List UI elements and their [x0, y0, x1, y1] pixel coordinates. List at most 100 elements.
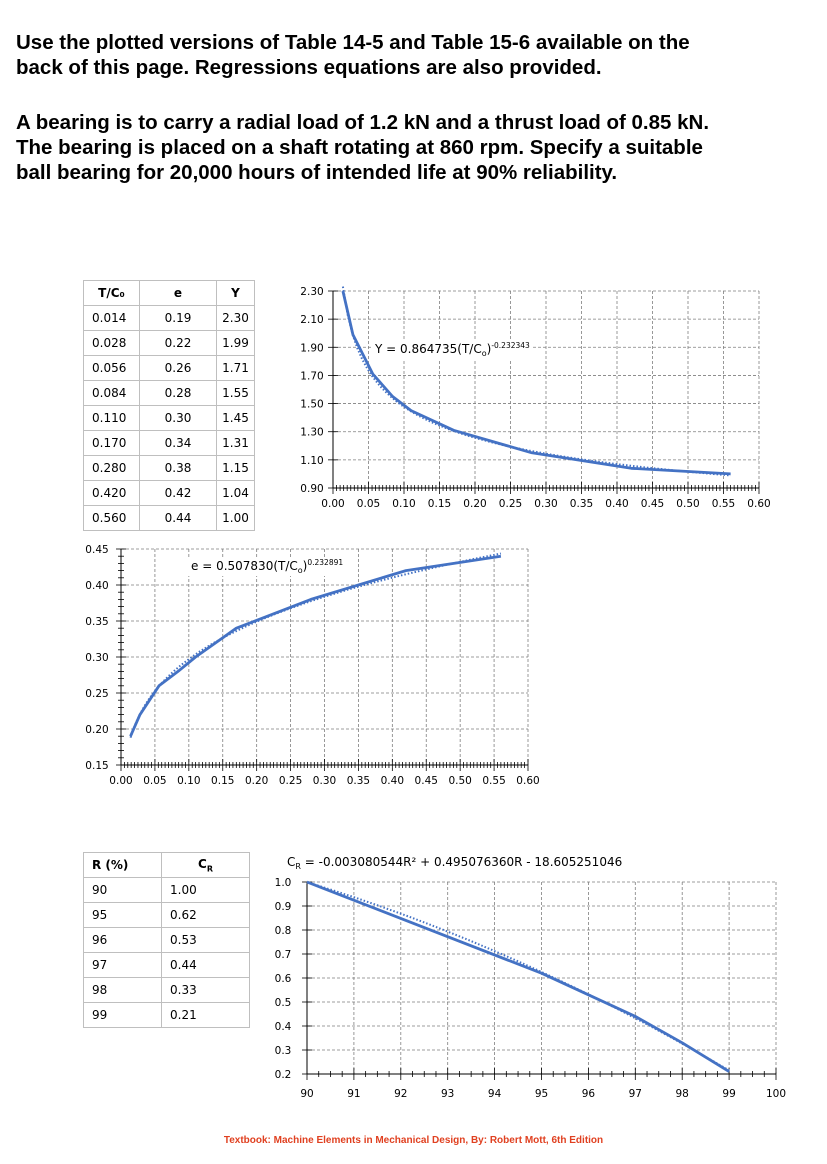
x-tick-label: 0.25 — [499, 498, 522, 510]
table1-cell: 1.31 — [216, 430, 255, 456]
footer-citation: Textbook: Machine Elements in Mechanical… — [223, 1135, 604, 1146]
equation-exponent: -0.232343 — [491, 341, 530, 350]
x-tick-label: 91 — [347, 1088, 360, 1100]
x-tick-label: 0.40 — [381, 775, 404, 787]
regression-equation: CR = -0.003080544R² + 0.495076360R - 18.… — [287, 855, 622, 871]
y-tick-label: 0.8 — [275, 925, 292, 937]
y-chart: 0.00 0.05 0.10 0.15 0.20 0.25 0.30 0.35 0.40 0.45… — [300, 286, 770, 510]
y-tick-label: 1.90 — [300, 342, 323, 354]
table1-cell: 1.15 — [216, 455, 255, 481]
table1-header-cell: e — [139, 280, 217, 306]
table1-cell: 1.99 — [216, 330, 255, 356]
problem-line-2: The bearing is placed on a shaft rotatin… — [16, 136, 703, 159]
table-row: 0.560 0.44 1.00 — [83, 505, 255, 531]
x-tick-label: 0.10 — [392, 498, 415, 510]
x-tick-label: 0.45 — [641, 498, 664, 510]
y-tick-label: 1.10 — [300, 455, 323, 467]
x-tick-label: 0.00 — [321, 498, 344, 510]
table-row: 99 0.21 — [83, 1002, 250, 1028]
y-tick-label: 0.90 — [300, 483, 323, 495]
table1-cell: 0.084 — [83, 380, 140, 406]
y-tick-label: 0.20 — [85, 724, 108, 736]
x-tick-label: 0.15 — [211, 775, 234, 787]
y-tick-label: 1.50 — [300, 399, 323, 411]
table1-cell: 0.110 — [83, 405, 140, 431]
x-tick-label: 100 — [766, 1088, 786, 1100]
table1-cell: 0.028 — [83, 330, 140, 356]
table2-cell: 97 — [83, 952, 162, 978]
data-series-line — [129, 554, 502, 737]
x-tick-label: 97 — [629, 1088, 642, 1100]
x-tick-label: 0.40 — [605, 498, 628, 510]
x-tick-label: 92 — [394, 1088, 407, 1100]
table-row: 0.084 0.28 1.55 — [83, 380, 255, 406]
y-tick-label: 0.40 — [85, 580, 108, 592]
x-tick-label: 0.05 — [143, 775, 166, 787]
table1-header-cell: T/C₀ — [83, 280, 140, 306]
x-tick-label: 96 — [582, 1088, 596, 1100]
equation-close: ) — [303, 559, 308, 573]
table1-cell: 0.26 — [139, 355, 217, 381]
y-tick-label: 0.2 — [275, 1069, 292, 1081]
table1-cell: 2.30 — [216, 305, 255, 331]
equation-exponent: 0.232891 — [307, 558, 343, 567]
table2-cell: 98 — [83, 977, 162, 1003]
table1-cell: 0.420 — [83, 480, 140, 506]
x-tick-label: 0.30 — [313, 775, 336, 787]
table2-cell: 95 — [83, 902, 162, 928]
table1-cell: 0.560 — [83, 505, 140, 531]
x-tick-label: 0.20 — [463, 498, 486, 510]
problem-line-3: ball bearing for 20,000 hours of intende… — [16, 161, 618, 184]
x-tick-label: 98 — [676, 1088, 689, 1100]
y-tick-label: 0.5 — [275, 997, 292, 1009]
y-tick-label: 0.15 — [85, 760, 108, 772]
y-tick-label: 0.25 — [85, 688, 108, 700]
y-tick-label: 0.35 — [85, 616, 108, 628]
x-tick-label: 0.60 — [747, 498, 770, 510]
equation-subscript: R — [295, 862, 301, 871]
x-tick-label: 95 — [535, 1088, 548, 1100]
x-tick-label: 0.15 — [428, 498, 451, 510]
x-tick-label: 0.00 — [109, 775, 132, 787]
trendline — [129, 552, 502, 739]
equation-rest: = -0.003080544R² + 0.495076360R - 18.605… — [301, 855, 622, 869]
cr-chart: 90 91 92 93 94 95 96 97 98 99 100 0.2 0.3 0.4 0.5 0.6 0.… — [275, 854, 786, 1100]
y-tick-label: 1.0 — [275, 877, 292, 889]
table-row: 0.056 0.26 1.71 — [83, 355, 255, 381]
equation-background — [188, 557, 347, 576]
reliability-factor-table: R (%) CR 90 1.00 95 0.62 96 0.53 97 0.44 98 0.33 99 0… — [83, 852, 250, 1028]
problem-paragraph: A bearing is to carry a radial load of 1… — [16, 110, 816, 185]
table2-cell: 99 — [83, 1002, 162, 1028]
intro-line-2: back of this page. Regressions equations… — [16, 56, 602, 79]
table1-cell: 0.34 — [139, 430, 217, 456]
table2-cell: 1.00 — [161, 877, 250, 903]
table2-cell: 0.21 — [161, 1002, 250, 1028]
table1-cell: 0.22 — [139, 330, 217, 356]
x-tick-label: 99 — [722, 1088, 735, 1100]
y-tick-label: 2.10 — [300, 314, 323, 326]
equation-background — [284, 854, 626, 872]
x-tick-label: 0.45 — [415, 775, 438, 787]
table-row: 97 0.44 — [83, 952, 250, 978]
y-tick-label: 0.7 — [275, 949, 292, 961]
x-tick-label: 0.20 — [245, 775, 268, 787]
equation-subscript: o — [482, 349, 487, 358]
table1-header-cell: Y — [216, 280, 255, 306]
equation-background — [371, 340, 534, 359]
x-tick-label: 0.05 — [357, 498, 380, 510]
y-tick-label: 0.6 — [275, 973, 292, 985]
x-tick-label: 0.55 — [712, 498, 735, 510]
equation-prefix: e = 0.507830(T/C — [191, 559, 298, 573]
x-tick-label: 0.10 — [177, 775, 200, 787]
table1-cell: 1.00 — [216, 505, 255, 531]
x-tick-label: 0.50 — [676, 498, 699, 510]
y-tick-label: 0.3 — [275, 1045, 292, 1057]
y-tick-label: 1.70 — [300, 370, 323, 382]
table-row: 0.110 0.30 1.45 — [83, 405, 255, 431]
y-tick-label: 0.9 — [275, 901, 292, 913]
problem-line-1: A bearing is to carry a radial load of 1… — [16, 111, 710, 134]
x-tick-label: 0.25 — [279, 775, 302, 787]
y-tick-label: 1.30 — [300, 427, 323, 439]
x-tick-label: 0.35 — [347, 775, 370, 787]
table2-cell: 0.44 — [161, 952, 250, 978]
